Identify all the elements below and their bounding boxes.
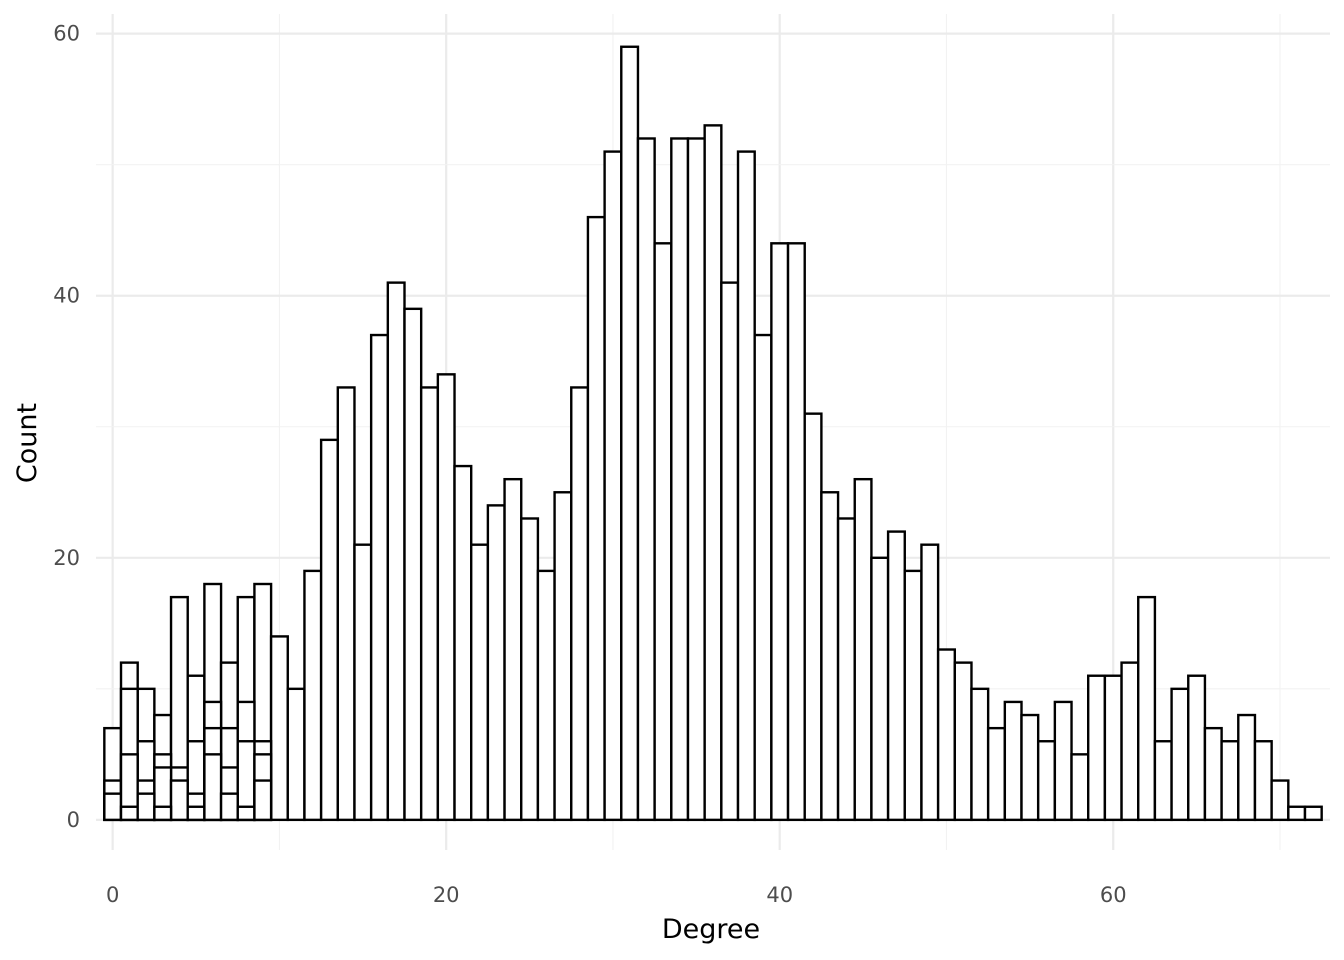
histogram-bar: [236, 805, 256, 822]
histogram-bar: [336, 386, 356, 822]
histogram-bar: [1270, 779, 1290, 822]
histogram-bar: [853, 477, 873, 822]
histogram-bar: [920, 543, 940, 822]
histogram-bar: [186, 805, 206, 822]
histogram-bar: [1053, 700, 1073, 822]
histogram-bar: [1253, 740, 1273, 822]
histogram-bar: [653, 242, 673, 822]
histogram-bar: [1120, 661, 1140, 822]
histogram-bar: [1237, 713, 1257, 822]
histogram-bar: [286, 687, 306, 822]
histogram-bar: [1103, 674, 1123, 822]
histogram-bar: [219, 792, 239, 822]
histogram-bar: [770, 242, 790, 822]
y-axis-title: Count: [12, 403, 43, 483]
histogram-bar: [369, 333, 390, 822]
histogram-bar: [903, 569, 923, 822]
histogram-bar: [703, 124, 723, 822]
histogram-bar: [453, 464, 473, 822]
x-axis-title: Degree: [662, 914, 760, 945]
y-tick-label: 60: [53, 22, 80, 46]
histogram-bar: [1153, 740, 1173, 822]
histogram-bar: [936, 648, 956, 822]
x-tick-label: 0: [106, 883, 119, 907]
histogram-bar: [1087, 674, 1107, 822]
tick-labels: 0 20 40 60 0 20 40 60: [53, 22, 1126, 907]
histogram-bar: [1003, 700, 1023, 822]
histogram-bar: [103, 792, 123, 822]
histogram-bar: [319, 438, 339, 822]
histogram-bar: [570, 386, 590, 822]
histogram-bar: [620, 45, 640, 822]
histogram-bar: [886, 530, 906, 822]
histogram-bar: [1020, 713, 1040, 822]
histogram-bar: [119, 805, 139, 822]
x-tick-label: 40: [766, 883, 793, 907]
histogram-bar: [253, 779, 273, 822]
histogram-bar: [586, 215, 606, 822]
histogram-bar: [803, 412, 823, 822]
histogram-bar: [436, 373, 456, 822]
histogram-bar: [1303, 805, 1323, 822]
histogram-bar: [870, 556, 890, 822]
histogram-bar: [419, 386, 440, 822]
bars: [103, 45, 1323, 822]
histogram-bar: [303, 569, 323, 822]
histogram-bar: [520, 517, 540, 822]
histogram-bar: [403, 307, 423, 822]
histogram-bar: [153, 805, 173, 822]
histogram-bar: [470, 543, 490, 822]
histogram-bar: [1287, 805, 1307, 822]
histogram-bar: [686, 137, 706, 822]
histogram-bar: [986, 726, 1007, 822]
histogram-bar: [1187, 674, 1207, 822]
histogram-bar: [603, 150, 623, 822]
histogram-bar: [1203, 726, 1223, 822]
histogram-bar: [386, 281, 406, 822]
histogram-bar: [753, 333, 773, 822]
histogram-bar: [786, 242, 806, 822]
histogram-bar: [353, 543, 373, 822]
histogram-bar: [553, 491, 573, 822]
histogram-bar: [636, 137, 656, 822]
histogram-bar: [1137, 595, 1157, 822]
x-tick-label: 60: [1100, 883, 1127, 907]
histogram-bar: [486, 504, 506, 822]
histogram-bar: [1036, 740, 1057, 822]
histogram-bar: [536, 569, 556, 822]
histogram-bar: [1220, 740, 1240, 822]
y-tick-label: 20: [53, 546, 80, 570]
histogram-bar: [169, 779, 189, 822]
histogram-bar: [736, 150, 756, 822]
y-tick-label: 40: [53, 284, 80, 308]
histogram-bar: [720, 281, 740, 822]
histogram-bar: [1170, 687, 1190, 822]
x-tick-label: 20: [433, 883, 460, 907]
histogram-bar: [269, 635, 289, 822]
histogram-bar: [970, 687, 990, 822]
histogram-bar: [820, 491, 840, 822]
histogram-bar: [953, 661, 973, 822]
histogram-bar: [503, 477, 523, 822]
histogram-bar: [1070, 753, 1090, 822]
histogram-bar: [836, 517, 856, 822]
histogram-bar: [670, 137, 690, 822]
histogram-bar: [136, 792, 156, 822]
histogram-bar: [203, 753, 223, 822]
y-tick-label: 0: [67, 808, 80, 832]
